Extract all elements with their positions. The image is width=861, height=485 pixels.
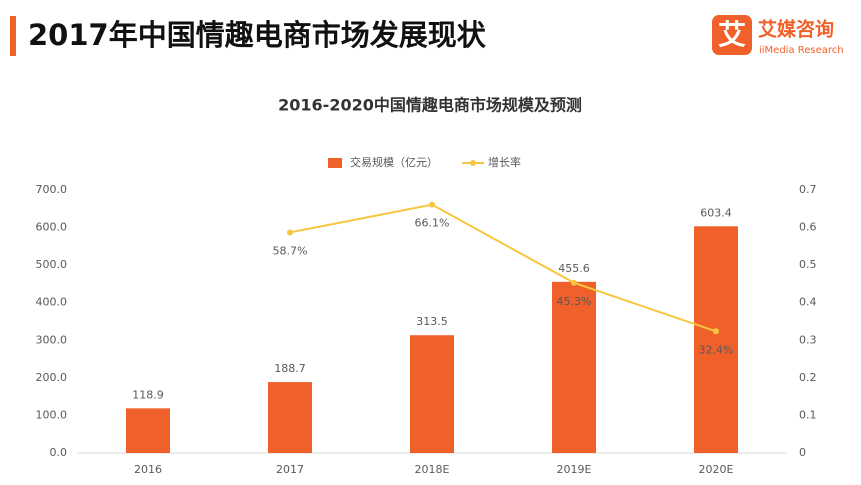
legend-swatch: [328, 158, 342, 168]
line-point: [571, 279, 577, 286]
x-tick-label: 2017: [276, 463, 304, 476]
bar-value-label: 313.5: [416, 315, 448, 328]
line-point: [713, 328, 719, 335]
y2-tick-label: 0.6: [799, 221, 817, 234]
line: [289, 203, 717, 333]
page-title: 2017年中国情趣电商市场发展现状: [28, 18, 487, 52]
legend-label: 交易规模（亿元）: [350, 155, 438, 169]
bar: [126, 408, 170, 453]
bar-value-label: 603.4: [700, 206, 732, 219]
x-tick-label: 2020E: [699, 463, 734, 476]
line-point: [429, 201, 435, 208]
y2-tick-label: 0.4: [799, 296, 817, 309]
bar: [552, 281, 596, 453]
y2-tick-label: 0.3: [799, 333, 817, 346]
bar: [410, 335, 454, 453]
chart-title: 2016-2020中国情趣电商市场规模及预测: [278, 96, 582, 115]
legend-swatch-dot: [470, 160, 476, 166]
line-value-label: 32.4%: [699, 343, 734, 356]
x-tick-label: 2018E: [415, 463, 450, 476]
y-tick-label: 600.0: [36, 221, 68, 234]
y2-tick-label: 0: [799, 446, 806, 459]
logo-name: 艾媒咨询: [758, 18, 834, 41]
y2-tick-label: 0.5: [799, 258, 817, 271]
bar-value-label: 118.9: [132, 388, 164, 401]
x-tick-label: 2019E: [557, 463, 592, 476]
line-point: [287, 229, 293, 236]
x-tick-label: 2016: [134, 463, 162, 476]
y-tick-label: 500.0: [36, 258, 68, 271]
line-value-label: 58.7%: [273, 244, 308, 257]
y-tick-label: 100.0: [36, 408, 68, 421]
bar: [268, 382, 312, 453]
y2-tick-label: 0.1: [799, 408, 817, 421]
line-value-label: 66.1%: [415, 217, 450, 230]
bar: [694, 226, 738, 453]
logo-icon-bg: [712, 15, 752, 55]
y-tick-label: 400.0: [36, 296, 68, 309]
legend-label: 增长率: [488, 155, 521, 169]
logo-icon: 艾: [718, 18, 746, 51]
y-tick-label: 0.0: [50, 446, 68, 459]
bar-value-label: 188.7: [274, 362, 306, 375]
bar-value-label: 455.6: [558, 262, 590, 275]
y-tick-label: 300.0: [36, 333, 68, 346]
title-accent: [10, 16, 16, 56]
y-tick-label: 700.0: [36, 183, 68, 196]
line-value-label: 45.3%: [557, 295, 592, 308]
y2-tick-label: 0.7: [799, 183, 817, 196]
logo-sub: iiMedia Research: [759, 45, 844, 56]
y2-tick-label: 0.2: [799, 371, 817, 384]
y-tick-label: 200.0: [36, 371, 68, 384]
